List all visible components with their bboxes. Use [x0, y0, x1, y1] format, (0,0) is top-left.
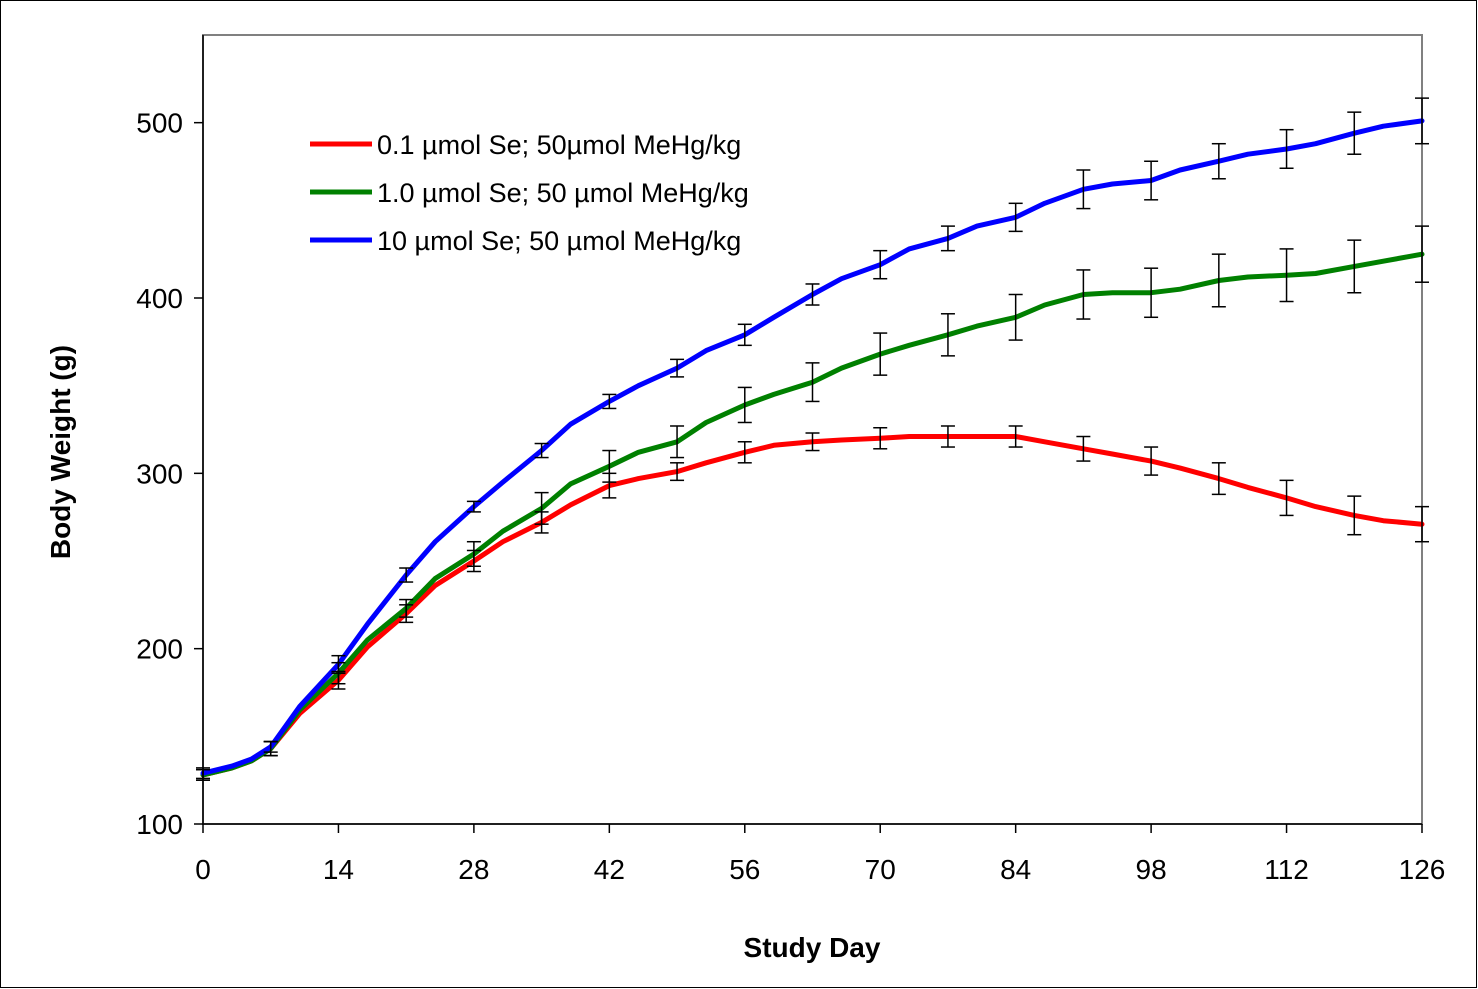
legend-label-1: 0.1 µmol Se; 50µmol MeHg/kg — [377, 130, 741, 160]
x-tick-label: 70 — [865, 854, 896, 885]
x-tick-label: 84 — [1000, 854, 1031, 885]
series-group — [196, 97, 1429, 781]
y-tick-label: 200 — [136, 634, 183, 665]
y-tick-label: 100 — [136, 809, 183, 840]
x-tick-label: 28 — [458, 854, 489, 885]
series-line-3 — [200, 118, 1425, 776]
y-axis-title: Body Weight (g) — [45, 345, 76, 559]
axes-group: 0 14 28 42 56 70 84 98 112 126 100 200 300 400 500 — [136, 35, 1445, 885]
y-tick-label: 400 — [136, 283, 183, 314]
x-tick-label: 112 — [1264, 854, 1309, 885]
x-tick-label: 56 — [729, 854, 760, 885]
x-tick-label: 126 — [1399, 854, 1446, 885]
y-tick-label: 300 — [136, 458, 183, 489]
x-tick-label: 42 — [594, 854, 625, 885]
y-tick-label: 500 — [136, 108, 183, 139]
series-line-2 — [200, 251, 1425, 778]
series-line-1 — [200, 434, 1425, 778]
x-tick-label: 98 — [1136, 854, 1167, 885]
x-tick-label: 14 — [323, 854, 354, 885]
legend-label-2: 1.0 µmol Se; 50 µmol MeHg/kg — [377, 178, 749, 208]
x-axis-title: Study Day — [744, 932, 881, 963]
x-tick-label: 0 — [195, 854, 211, 885]
legend-label-3: 10 µmol Se; 50 µmol MeHg/kg — [377, 226, 741, 256]
legend: 0.1 µmol Se; 50µmol MeHg/kg 1.0 µmol Se; … — [310, 130, 749, 256]
